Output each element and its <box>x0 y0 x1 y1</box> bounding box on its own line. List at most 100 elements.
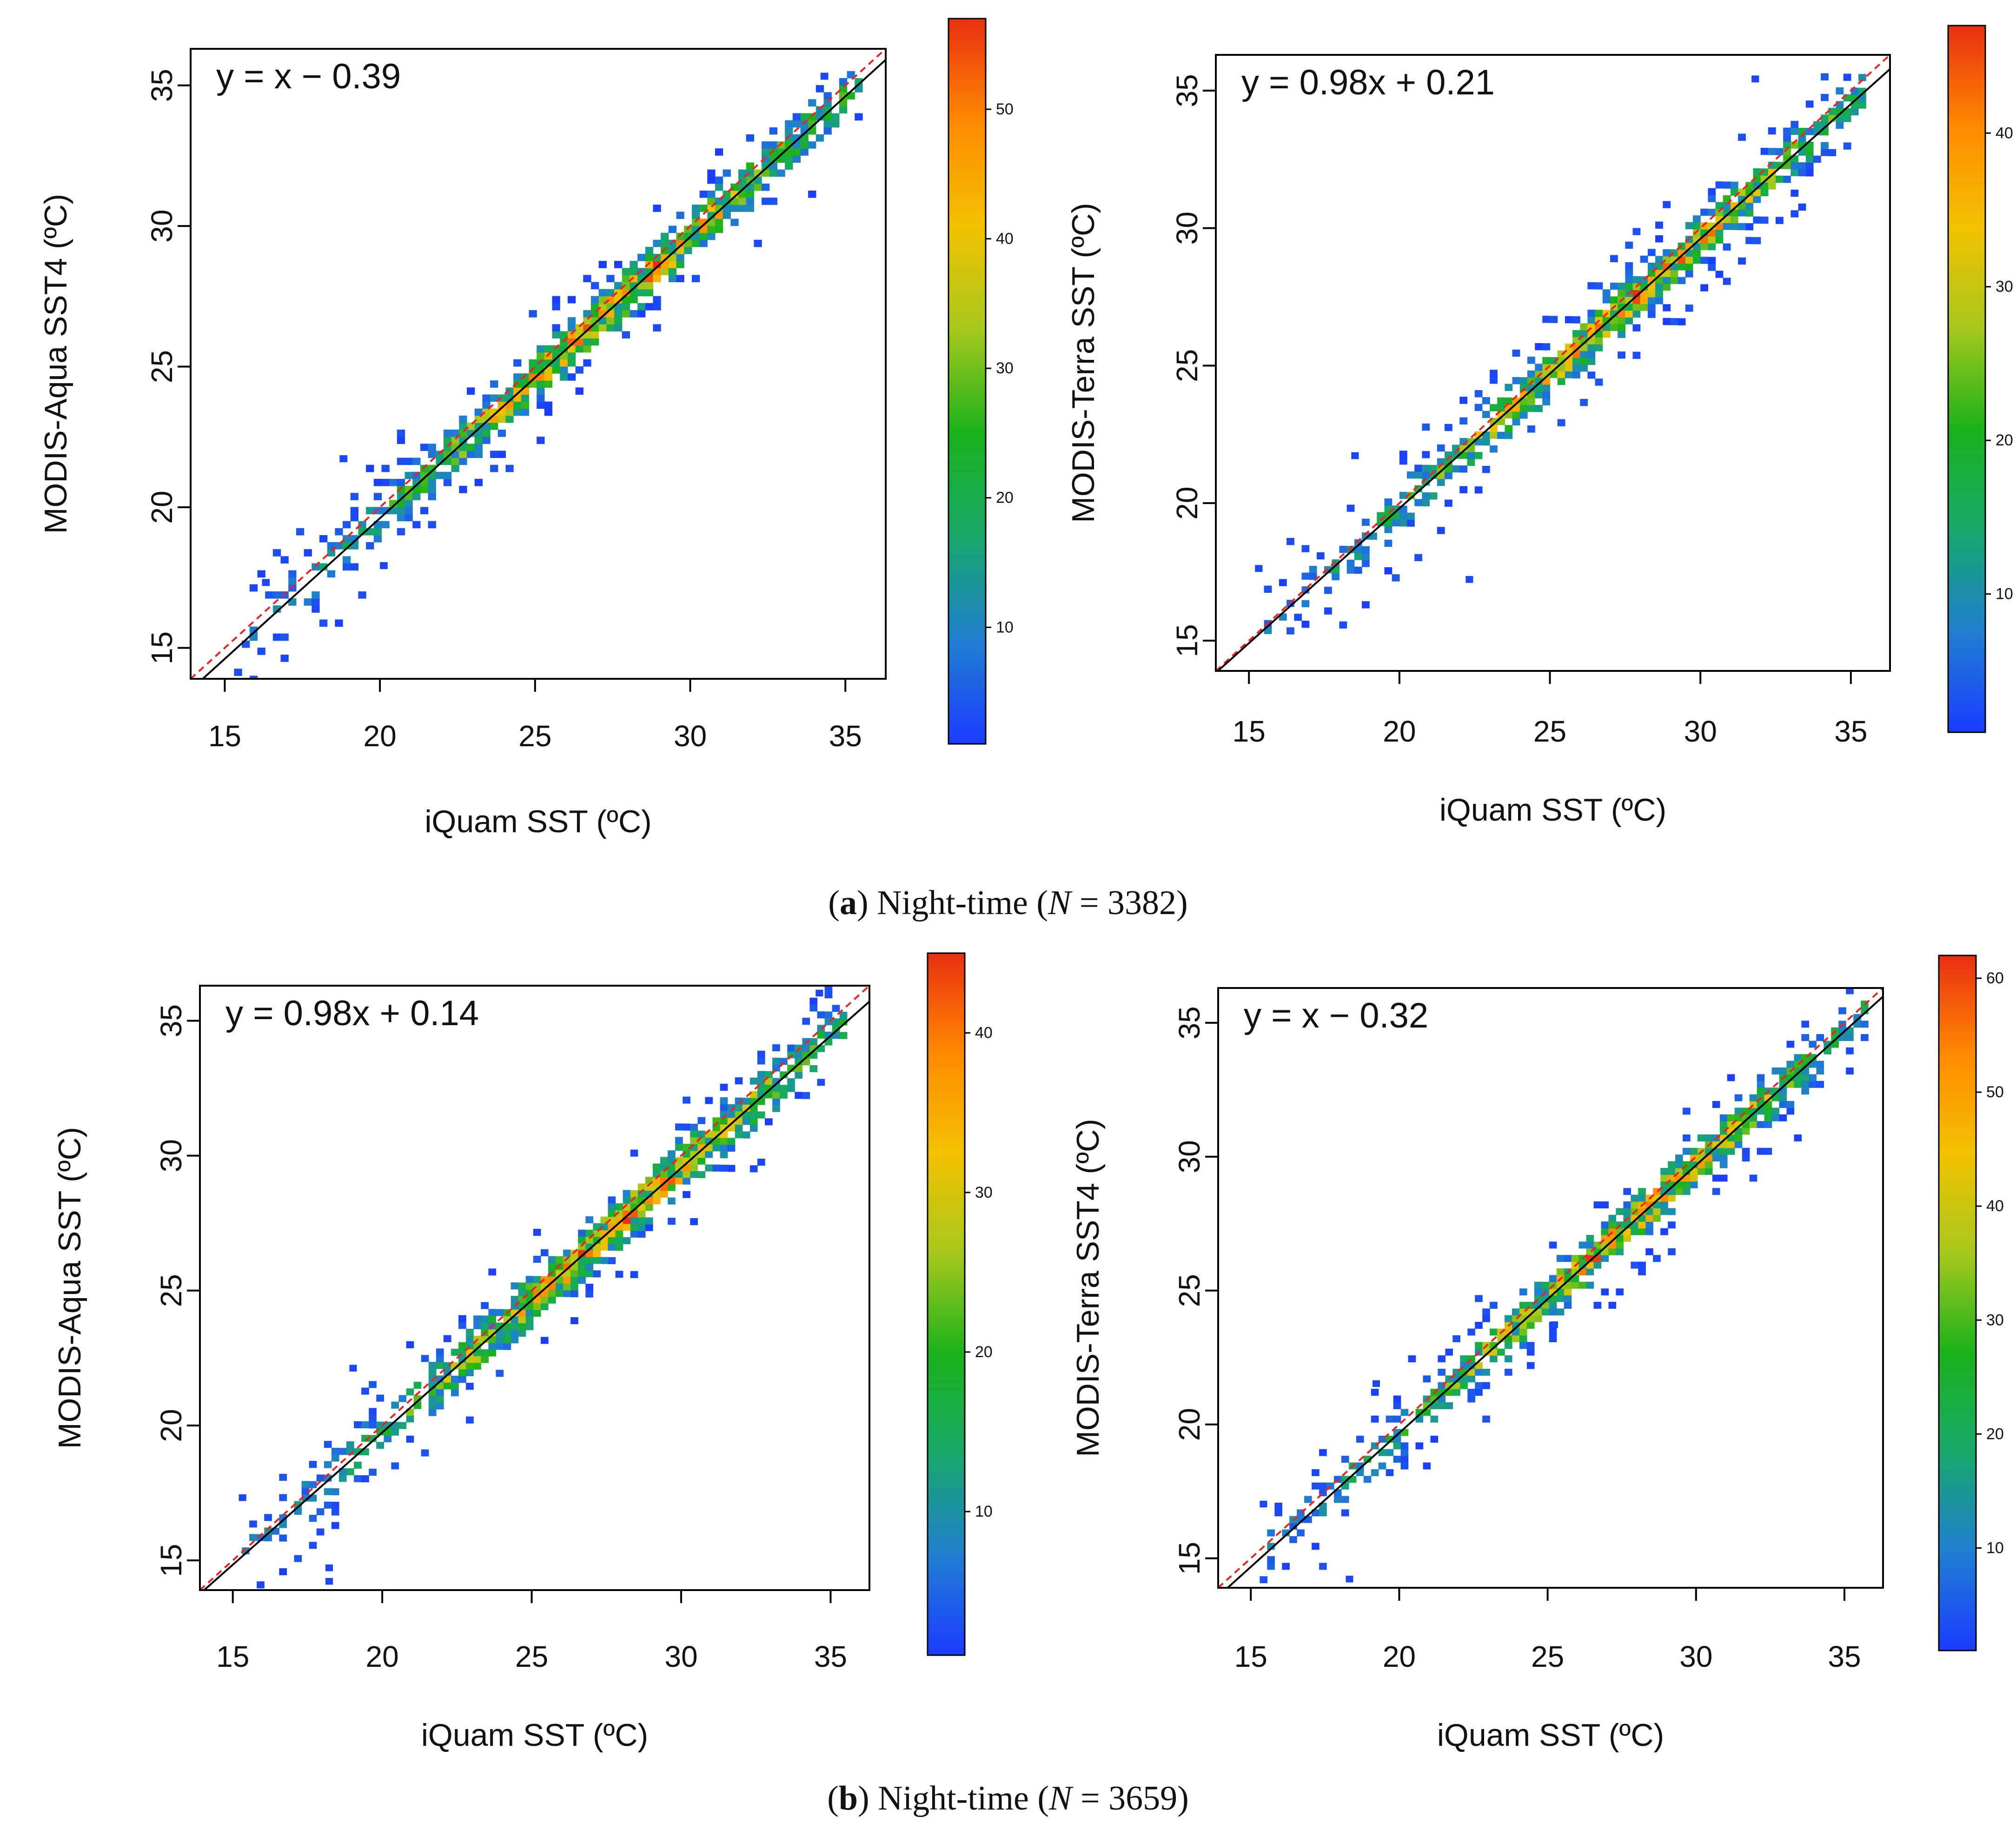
heatmap-cell <box>847 71 855 79</box>
heatmap-cell <box>1858 74 1866 81</box>
heatmap-cell <box>1602 331 1611 338</box>
heatmap-outlier-cell <box>1260 1500 1267 1508</box>
heatmap-cell <box>1316 552 1325 560</box>
heatmap-cell <box>1399 451 1407 458</box>
heatmap-cell <box>1572 371 1580 378</box>
heatmap-cell <box>1683 1147 1691 1155</box>
heatmap-cell <box>521 401 530 409</box>
heatmap-cell <box>1445 472 1452 479</box>
heatmap-cell <box>451 1348 459 1356</box>
heatmap-cell <box>1632 228 1641 235</box>
y-tick-label: 30 <box>154 1139 188 1172</box>
heatmap-cell <box>593 1257 601 1264</box>
heatmap-cell <box>458 1315 466 1322</box>
heatmap-cell <box>1339 545 1347 553</box>
heatmap-cell <box>746 169 754 177</box>
heatmap-cell <box>738 198 747 205</box>
heatmap-cell <box>1267 1556 1275 1563</box>
heatmap-cell <box>1801 1021 1809 1028</box>
heatmap-cell <box>1505 1368 1512 1376</box>
heatmap-cell <box>1482 1315 1490 1322</box>
heatmap-cell <box>518 1330 526 1337</box>
heatmap-cell <box>630 1230 638 1238</box>
heatmap-cell <box>816 106 824 114</box>
heatmap-cell <box>398 1422 407 1429</box>
heatmap-cell <box>1422 464 1430 472</box>
heatmap-cell <box>466 1369 474 1377</box>
heatmap-cell <box>1760 147 1769 155</box>
heatmap-cell <box>637 1231 646 1238</box>
heatmap-cell <box>563 1283 571 1291</box>
heatmap-cell <box>496 1343 504 1350</box>
colorbar-tick-label: 50 <box>1986 1083 2004 1101</box>
heatmap-cell <box>1519 1335 1527 1342</box>
heatmap-cell <box>1843 142 1851 150</box>
heatmap-cell <box>1783 127 1791 135</box>
heatmap-cell <box>324 1488 332 1495</box>
heatmap-cell <box>1341 1496 1349 1503</box>
heatmap-cell <box>490 464 498 472</box>
heatmap-cell <box>802 1018 810 1025</box>
heatmap-cell <box>505 408 514 416</box>
heatmap-cell <box>1708 188 1716 195</box>
heatmap-cell <box>1564 1301 1572 1309</box>
heatmap-cell <box>533 1229 541 1236</box>
heatmap-cell <box>623 1203 631 1211</box>
heatmap-cell <box>1535 391 1543 398</box>
heatmap-cell <box>384 1435 392 1442</box>
heatmap-cell <box>1490 370 1498 377</box>
heatmap-cell <box>600 1243 609 1251</box>
x-tick-label: 25 <box>515 1640 548 1673</box>
y-tick-label: 25 <box>1170 349 1204 382</box>
heatmap-cell <box>327 542 335 550</box>
heatmap-cell <box>1690 1147 1698 1155</box>
heatmap-cell <box>503 1329 511 1337</box>
heatmap-cell <box>1791 169 1799 176</box>
heatmap-cell <box>563 1249 571 1257</box>
heatmap-cell <box>1593 1261 1602 1269</box>
heatmap-cell <box>1578 1281 1587 1289</box>
heatmap-cell <box>1527 357 1535 364</box>
heatmap-cell <box>1534 1315 1542 1322</box>
heatmap-cell <box>720 1084 728 1091</box>
heatmap-cell <box>1647 297 1656 305</box>
heatmap-cell <box>301 1487 310 1495</box>
heatmap-cell <box>474 451 483 458</box>
heatmap-cell <box>1705 1161 1713 1168</box>
heatmap-cell <box>1422 451 1430 458</box>
heatmap-cell <box>1645 1228 1653 1235</box>
heatmap-cell <box>1632 351 1641 359</box>
heatmap-cell <box>707 190 716 198</box>
heatmap-cell <box>831 113 840 121</box>
heatmap-cell <box>697 1157 706 1165</box>
heatmap-cell <box>1764 1121 1772 1128</box>
heatmap-cell <box>1745 202 1754 210</box>
heatmap-cell <box>280 633 289 641</box>
heatmap-cell <box>1407 471 1415 479</box>
heatmap-cell <box>540 1303 549 1310</box>
heatmap-cell <box>608 1237 616 1244</box>
heatmap-cell <box>1610 255 1618 262</box>
heatmap-cell <box>1556 1255 1565 1262</box>
heatmap-cell <box>338 1475 347 1482</box>
heatmap-cell <box>1556 1268 1565 1275</box>
heatmap-cell <box>381 478 390 486</box>
x-tick-label: 15 <box>208 719 241 753</box>
one-to-one-line <box>1218 988 1883 1588</box>
x-axis-label: iQuam SST (ºC) <box>1437 1717 1664 1753</box>
heatmap-cell <box>513 408 522 416</box>
heatmap-cell <box>369 1414 377 1422</box>
heatmap-cell <box>715 198 723 205</box>
heatmap-cell <box>598 324 607 332</box>
heatmap-cell <box>473 1315 481 1323</box>
heatmap-cell <box>608 1243 616 1251</box>
heatmap-cell <box>1505 1342 1512 1349</box>
heatmap-cell <box>637 289 646 297</box>
heatmap-cell <box>346 1441 354 1449</box>
heatmap-cell <box>1371 1415 1379 1423</box>
heatmap-cell <box>608 1196 616 1204</box>
heatmap-cell <box>1610 296 1618 304</box>
heatmap-cell <box>1497 404 1505 411</box>
heatmap-cell <box>1467 1389 1475 1396</box>
heatmap-cell <box>1753 237 1761 245</box>
